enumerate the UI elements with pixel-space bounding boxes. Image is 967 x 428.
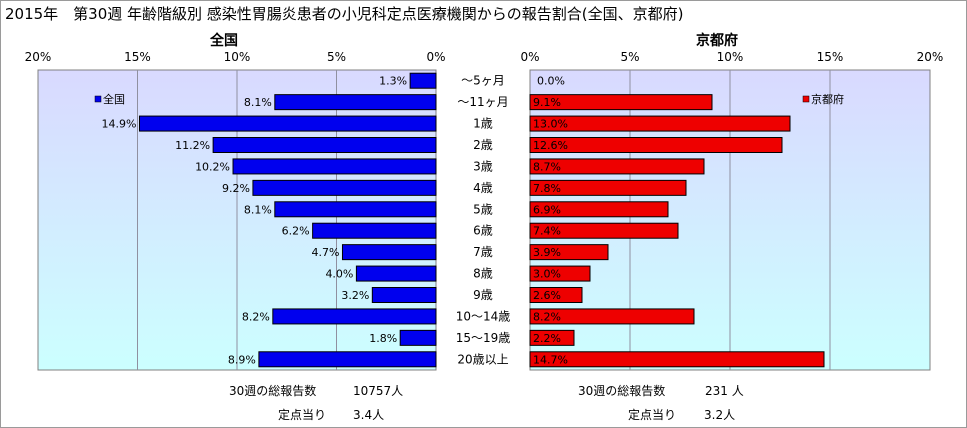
kyoto-bar (529, 201, 669, 218)
category-label: 15～19歳 (456, 331, 511, 345)
national-data-label: 8.9% (228, 353, 256, 366)
national-bar (409, 72, 437, 89)
national-bar (232, 158, 437, 175)
kyoto-bar (529, 137, 783, 153)
kyoto-data-label: 3.0% (533, 268, 561, 281)
kyoto-bar (529, 222, 679, 239)
national-data-label: 4.0% (325, 268, 353, 281)
national-data-label: 4.7% (312, 246, 340, 259)
national-bar (212, 137, 437, 153)
category-label: 7歳 (473, 245, 493, 259)
national-bar (252, 179, 437, 196)
kyoto-tick-label: 15% (817, 50, 844, 64)
category-label: 4歳 (473, 181, 493, 195)
kyoto-data-label: 0.0% (537, 75, 565, 88)
national-tick-label: 20% (25, 50, 52, 64)
national-data-label: 6.2% (282, 225, 310, 238)
kyoto-bar (529, 158, 705, 175)
kyoto-bar (529, 244, 609, 261)
national-per-site-value: 3.4人 (353, 408, 385, 422)
national-tick-label: 15% (124, 50, 151, 64)
category-label: 5歳 (473, 202, 493, 216)
category-label: ～11ヶ月 (457, 95, 508, 109)
kyoto-data-label: 3.9% (533, 246, 561, 259)
national-bar (138, 115, 437, 132)
national-total-reports-label: 30週の総報告数 (229, 384, 317, 398)
kyoto-total-reports-value: 231 人 (705, 384, 744, 398)
kyoto-bar (529, 351, 825, 368)
category-label: 6歳 (473, 224, 493, 238)
category-label: 2歳 (473, 138, 493, 152)
national-data-label: 8.1% (244, 203, 272, 216)
kyoto-per-site-value: 3.2人 (704, 408, 736, 422)
kyoto-data-label: 8.7% (533, 160, 561, 173)
national-data-label: 3.2% (341, 289, 369, 302)
kyoto-tick-label: 20% (917, 50, 944, 64)
kyoto-bar (529, 115, 791, 132)
national-total-reports-value: 10757人 (353, 384, 404, 398)
national-bar (274, 94, 437, 111)
national-bar (341, 244, 437, 261)
national-data-label: 8.1% (244, 96, 272, 109)
national-legend-label: 全国 (103, 92, 125, 106)
kyoto-data-label: 6.9% (533, 203, 561, 216)
category-label: 10～14歳 (456, 309, 511, 323)
national-tick-label: 10% (224, 50, 251, 64)
category-label: 1歳 (473, 117, 493, 131)
national-data-label: 1.8% (369, 332, 397, 345)
kyoto-legend-swatch (802, 95, 810, 103)
kyoto-data-label: 7.8% (533, 182, 561, 195)
national-bar (274, 201, 437, 218)
kyoto-tick-label: 5% (620, 50, 639, 64)
national-tick-label: 0% (426, 50, 445, 64)
national-panel-title: 全国 (210, 33, 238, 49)
kyoto-data-label: 8.2% (533, 310, 561, 323)
national-bar (272, 308, 437, 325)
kyoto-bar (529, 94, 713, 111)
national-bar (312, 222, 437, 239)
national-data-label: 14.9% (102, 118, 137, 131)
national-data-label: 1.3% (379, 75, 407, 88)
national-data-label: 11.2% (175, 139, 210, 152)
kyoto-data-label: 2.6% (533, 289, 561, 302)
chart-title: 2015年 第30週 年齢階級別 感染性胃腸炎患者の小児科定点医療機関からの報告… (5, 5, 684, 23)
kyoto-tick-label: 0% (520, 50, 539, 64)
kyoto-per-site-label: 定点当り (628, 408, 677, 422)
category-label: 3歳 (473, 159, 493, 173)
kyoto-bar (529, 179, 687, 196)
category-label: 8歳 (473, 267, 493, 281)
national-bar (258, 351, 437, 368)
national-per-site-label: 定点当り (278, 408, 327, 422)
category-label: 20歳以上 (457, 352, 508, 366)
kyoto-bar (529, 287, 583, 303)
category-label: 9歳 (473, 288, 493, 302)
kyoto-data-label: 9.1% (533, 96, 561, 109)
national-tick-label: 5% (327, 50, 346, 64)
kyoto-data-label: 14.7% (533, 353, 568, 366)
kyoto-panel-title: 京都府 (696, 33, 738, 49)
national-bar (399, 329, 437, 346)
national-bar (371, 287, 437, 303)
kyoto-bar (529, 265, 591, 282)
national-data-label: 8.2% (242, 310, 270, 323)
kyoto-legend-label: 京都府 (811, 92, 844, 106)
national-data-label: 9.2% (222, 182, 250, 195)
kyoto-data-label: 13.0% (533, 118, 568, 131)
category-label: ～5ヶ月 (461, 74, 505, 88)
kyoto-bar (529, 329, 575, 346)
kyoto-tick-label: 10% (717, 50, 744, 64)
kyoto-data-label: 2.2% (533, 332, 561, 345)
national-data-label: 10.2% (195, 160, 230, 173)
national-legend-swatch (94, 95, 102, 103)
kyoto-data-label: 12.6% (533, 139, 568, 152)
national-bar (355, 265, 437, 282)
kyoto-total-reports-label: 30週の総報告数 (578, 384, 666, 398)
kyoto-data-label: 7.4% (533, 225, 561, 238)
kyoto-bar (529, 308, 695, 325)
